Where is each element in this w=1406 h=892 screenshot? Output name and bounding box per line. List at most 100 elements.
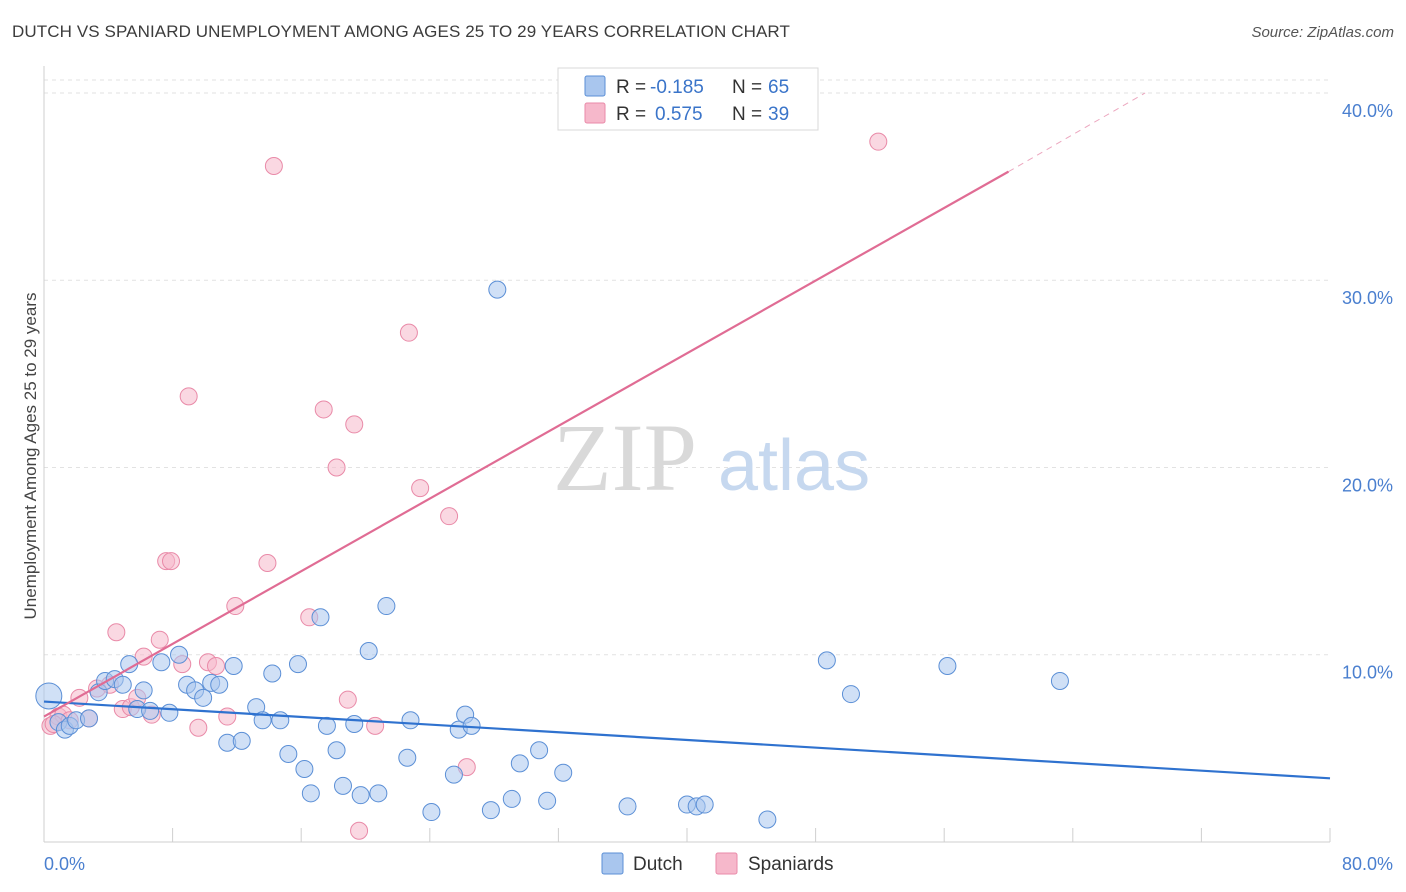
bottom-legend-label-dutch: Dutch	[633, 854, 683, 875]
spaniards-point-38	[869, 132, 888, 151]
dutch-point-24	[224, 656, 243, 675]
bottom-legend-label-spaniards: Spaniards	[748, 854, 834, 875]
watermark-zip: ZIP	[553, 404, 697, 511]
dutch-point-43	[398, 748, 417, 767]
dutch-point-51	[488, 280, 507, 299]
legend-r-label-dutch: R =	[616, 77, 646, 98]
legend-n-label-spaniards: N =	[732, 104, 762, 125]
dutch-point-60	[695, 795, 714, 814]
dutch-point-50	[481, 801, 500, 820]
spaniards-point-30	[338, 690, 357, 709]
y-tick-label-4: 40.0%	[1342, 101, 1393, 121]
dutch-point-27	[253, 711, 272, 730]
dutch-point-45	[422, 803, 441, 822]
dutch-point-20	[194, 688, 213, 707]
legend-r-value-spaniards: 0.575	[655, 104, 703, 125]
source-note: Source: ZipAtlas.com	[1251, 24, 1394, 41]
x-tick-label-max: 80.0%	[1342, 854, 1393, 874]
dutch-point-40	[359, 642, 378, 660]
dutch-point-62	[817, 651, 836, 670]
spaniards-point-17	[161, 552, 180, 571]
legend-swatch-dutch	[584, 75, 606, 97]
dutch-point-22	[210, 675, 229, 694]
dutch-point-46	[444, 765, 463, 784]
dutch-point-36	[327, 741, 346, 760]
spaniards-point-22	[207, 656, 226, 675]
dutch-point-34	[311, 608, 330, 627]
dutch-point-63	[841, 685, 860, 704]
bottom-legend-swatch-spaniards	[715, 852, 738, 875]
watermark: ZIP atlas	[553, 404, 870, 511]
chart-title: DUTCH VS SPANIARD UNEMPLOYMENT AMONG AGE…	[12, 22, 790, 41]
x-ticks: 0.0% 80.0%	[44, 828, 1393, 874]
dutch-point-37	[333, 776, 352, 795]
legend-r-label-spaniards: R =	[616, 104, 646, 125]
dutch-point-15	[152, 653, 171, 672]
dutch-point-55	[538, 791, 557, 810]
legend-n-value-dutch: 65	[768, 77, 789, 98]
dutch-point-41	[369, 784, 388, 803]
spaniards-point-25	[258, 553, 277, 572]
legend-n-label-dutch: N =	[732, 77, 762, 98]
dutch-point-16	[160, 703, 179, 722]
dutch-point-54	[530, 741, 549, 760]
dutch-point-35	[317, 716, 336, 735]
spaniards-point-20	[189, 718, 208, 737]
dutch-point-30	[279, 744, 298, 763]
dutch-point-31	[288, 655, 307, 674]
spaniards-point-34	[399, 323, 418, 342]
dutch-point-17	[170, 645, 189, 664]
dutch-point-64	[938, 656, 957, 675]
spaniards-trend-line	[43, 170, 1010, 718]
dutch-point-53	[510, 754, 529, 773]
y-tick-label-1: 10.0%	[1342, 663, 1393, 683]
dutch-point-39	[351, 786, 370, 805]
spaniards-point-31	[345, 415, 364, 434]
bottom-legend: Dutch Spaniards	[601, 852, 834, 875]
y-tick-labels: 10.0% 20.0% 30.0% 40.0%	[1342, 101, 1393, 683]
spaniards-point-23	[218, 707, 237, 726]
bottom-legend-swatch-dutch	[601, 852, 624, 875]
dutch-points	[35, 280, 1069, 829]
dutch-point-44	[401, 711, 420, 730]
dutch-point-33	[301, 784, 320, 803]
dutch-point-1	[35, 682, 63, 710]
watermark-atlas: atlas	[718, 426, 870, 506]
dutch-trend-line	[43, 700, 1331, 780]
dutch-point-28	[263, 664, 282, 683]
x-tick-label-min: 0.0%	[44, 854, 85, 874]
spaniards-point-35	[411, 479, 430, 498]
dutch-point-52	[502, 789, 521, 808]
spaniards-point-29	[327, 458, 346, 477]
y-axis-label: Unemployment Among Ages 25 to 29 years	[21, 293, 40, 620]
dutch-point-10	[113, 675, 132, 694]
legend-swatch-spaniards	[584, 102, 606, 124]
spaniards-point-9	[107, 623, 126, 642]
spaniards-point-19	[179, 387, 198, 406]
y-tick-label-3: 30.0%	[1342, 288, 1393, 308]
top-legend: R = -0.185 N = 65 R = 0.575 N = 39	[557, 67, 819, 131]
spaniards-point-32	[350, 821, 369, 840]
dutch-point-61	[758, 810, 777, 829]
legend-r-value-dutch: -0.185	[650, 77, 704, 98]
spaniards-point-28	[314, 400, 333, 419]
spaniards-point-36	[440, 507, 459, 526]
dutch-point-32	[295, 759, 314, 778]
y-tick-label-2: 20.0%	[1342, 475, 1393, 495]
spaniards-trend-extension	[1008, 92, 1146, 173]
trend-lines	[43, 92, 1331, 780]
dutch-point-13	[134, 681, 153, 700]
dutch-point-38	[345, 715, 364, 734]
dutch-point-42	[377, 597, 396, 616]
legend-n-value-spaniards: 39	[768, 104, 789, 125]
dutch-point-65	[1050, 671, 1069, 690]
dutch-point-57	[618, 797, 637, 816]
spaniards-point-15	[150, 630, 169, 649]
dutch-point-56	[554, 763, 573, 782]
dutch-point-25	[232, 731, 251, 750]
spaniards-point-26	[264, 157, 283, 176]
dutch-point-14	[141, 701, 160, 720]
gridlines	[44, 79, 1330, 656]
dutch-point-6	[80, 709, 99, 728]
